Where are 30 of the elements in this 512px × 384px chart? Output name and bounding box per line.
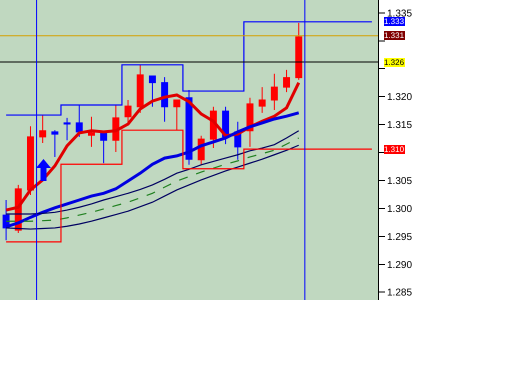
candlestick bbox=[100, 132, 108, 164]
line-series bbox=[6, 144, 300, 230]
y-tick-label: 1.320 bbox=[387, 92, 412, 104]
line-series bbox=[4, 111, 300, 228]
candlestick bbox=[148, 75, 156, 108]
y-tick-label: 1.335 bbox=[387, 8, 412, 20]
candlestick bbox=[124, 100, 132, 124]
series-label: 1.310 bbox=[384, 145, 405, 154]
line-series bbox=[6, 130, 300, 215]
y-tick-label: 1.290 bbox=[387, 260, 412, 271]
candlestick bbox=[39, 114, 46, 144]
line-series bbox=[6, 137, 300, 222]
y-tick-label: 1.305 bbox=[387, 176, 412, 187]
y-tick-label: 1.315 bbox=[387, 120, 412, 132]
candlestick bbox=[270, 73, 278, 111]
candlestick bbox=[136, 64, 144, 114]
candlestick bbox=[64, 117, 71, 141]
line-series bbox=[4, 81, 300, 212]
candlestick bbox=[258, 86, 266, 114]
ref-line-label: 1.326 bbox=[384, 58, 405, 67]
candlestick bbox=[283, 69, 290, 93]
candlestick bbox=[27, 126, 34, 196]
candlestick bbox=[51, 130, 58, 158]
series-label: 1.333 bbox=[384, 17, 405, 26]
y-tick-label: 1.295 bbox=[387, 232, 412, 243]
y-tick-label: 1.285 bbox=[387, 288, 412, 299]
candlestick bbox=[88, 116, 95, 148]
ref-line-label: 1.331 bbox=[384, 31, 405, 40]
candlestick bbox=[295, 22, 302, 80]
y-tick-label: 1.300 bbox=[387, 204, 412, 215]
